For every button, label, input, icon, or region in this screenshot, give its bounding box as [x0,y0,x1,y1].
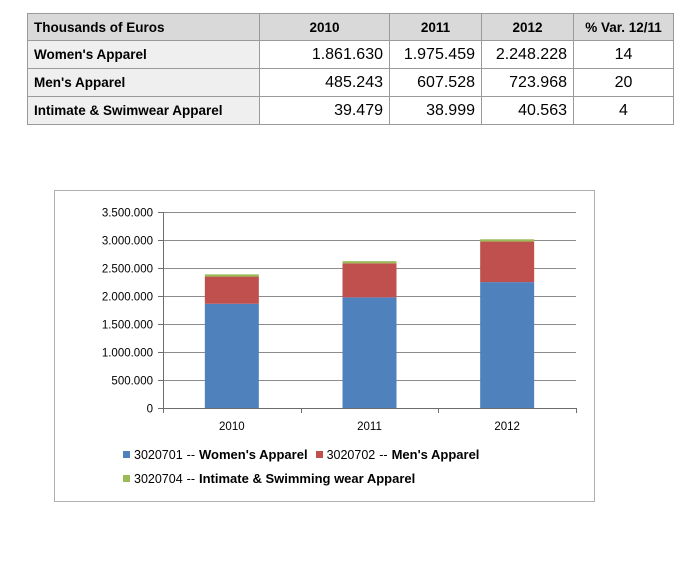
y-tick-label: 3.500.000 [102,208,153,220]
cell-2011: 1.975.459 [389,40,482,69]
cell-2012: 40.563 [481,96,574,125]
y-tick-label: 1.500.000 [102,320,153,332]
bar-segment [204,274,259,277]
legend-code: 3020702 [326,447,376,462]
legend-row-1: 3020701 -- Women's Apparel 3020702 -- Me… [123,447,487,462]
table-header-row: Thousands of Euros 2010 2011 2012 % Var.… [27,13,674,41]
y-tick-label: 2.000.000 [102,292,153,304]
cell-2010: 1.861.630 [259,40,390,69]
bar-segment [480,241,535,283]
cell-2011: 607.528 [389,68,482,97]
row-label: Women's Apparel [27,40,260,69]
header-variation: % Var. 12/11 [573,13,674,41]
legend-item: 3020701 -- Women's Apparel [123,447,308,462]
legend-swatch [315,451,323,458]
bar-segment [204,276,259,304]
cell-variation: 4 [573,96,674,125]
header-units-label: Thousands of Euros [27,13,260,41]
chart-plot: 0 500.000 1.000.000 1.500.000 2.000.000 2.500… [102,208,577,433]
y-tick-label: 1.000.000 [102,348,153,360]
bar-segment [342,261,397,264]
cell-2010: 485.243 [259,68,390,97]
legend-item: 3020702 -- Men's Apparel [315,447,480,462]
y-tick-label: 500.000 [111,376,153,388]
legend-swatch [123,475,130,482]
row-label: Men's Apparel [27,68,260,97]
header-2010: 2010 [259,13,390,41]
bar-segment [342,263,397,298]
cell-2011: 38.999 [389,96,482,125]
table-row: Women's Apparel 1.861.630 1.975.459 2.24… [27,40,674,69]
cell-2012: 723.968 [481,68,574,97]
bar-segment [342,297,397,408]
table-row: Men's Apparel 485.243 607.528 723.968 20 [27,68,674,97]
legend-separator: -- [186,471,195,486]
legend-code: 3020701 [134,447,183,462]
legend-name: Intimate & Swimming wear Apparel [199,471,416,486]
bar-segment [480,282,535,408]
header-2012: 2012 [481,13,574,41]
bar-segment [204,303,259,408]
header-2011: 2011 [389,13,482,41]
y-tick-label: 3.000.000 [102,236,153,248]
cell-variation: 20 [573,68,674,97]
y-tick-label: 0 [147,404,153,416]
apparel-data-table: Thousands of Euros 2010 2011 2012 % Var.… [27,13,674,125]
stacked-bar-chart: 0 500.000 1.000.000 1.500.000 2.000.000 2.500… [54,190,595,502]
legend-swatch [123,451,130,458]
legend-code: 3020704 [134,471,183,486]
x-category-label: 2011 [357,421,382,433]
y-tick-label: 2.500.000 [102,264,153,276]
table-row: Intimate & Swimwear Apparel 39.479 38.99… [27,96,674,125]
legend-name: Women's Apparel [199,447,308,462]
legend-name: Men's Apparel [391,447,480,462]
row-label: Intimate & Swimwear Apparel [27,96,260,125]
cell-2010: 39.479 [259,96,390,125]
bar-segment [480,239,535,242]
legend-item: 3020704 -- Intimate & Swimming wear Appa… [123,471,415,486]
legend-separator: -- [186,447,195,462]
legend-separator: -- [379,447,388,462]
cell-variation: 14 [573,40,674,69]
cell-2012: 2.248.228 [481,40,574,69]
legend-row-2: 3020704 -- Intimate & Swimming wear Appa… [123,471,423,486]
x-category-label: 2010 [219,421,245,433]
x-category-label: 2012 [494,421,520,433]
